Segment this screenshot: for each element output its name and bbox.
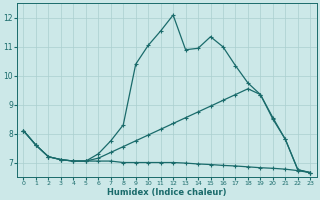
X-axis label: Humidex (Indice chaleur): Humidex (Indice chaleur) — [107, 188, 227, 197]
